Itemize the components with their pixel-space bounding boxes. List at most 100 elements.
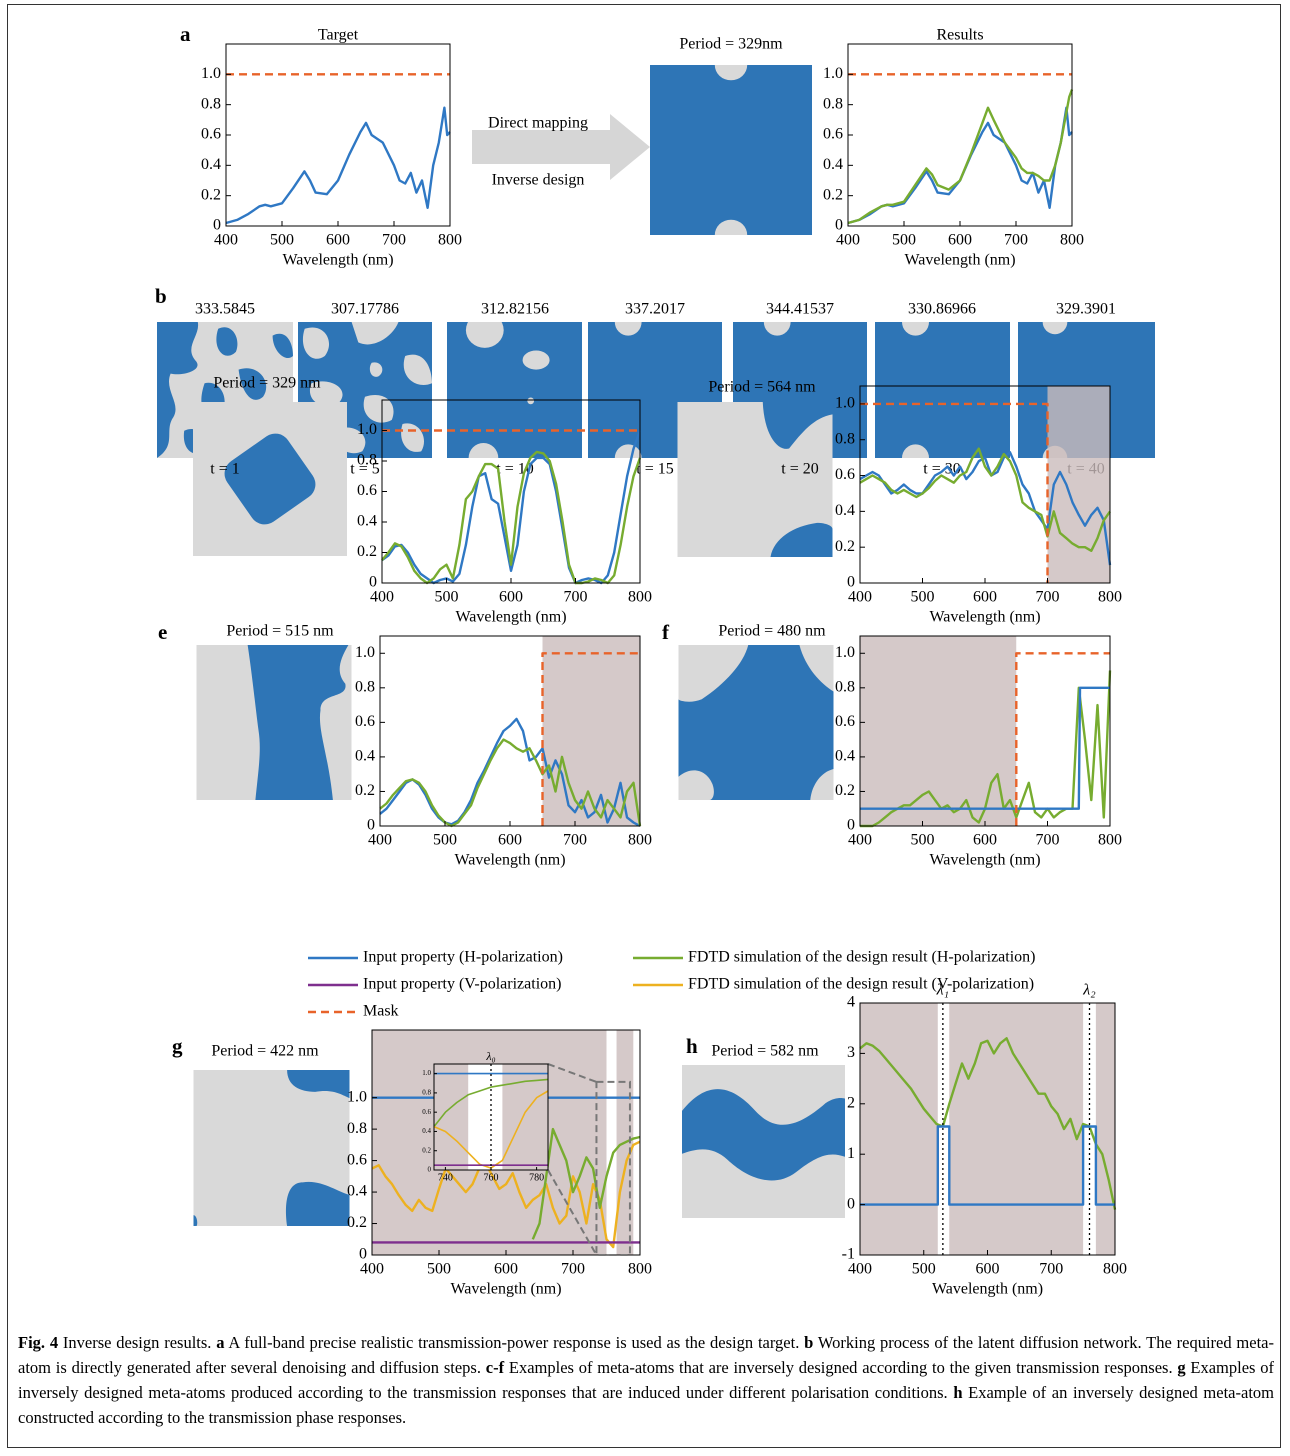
y-tick-label: 0.2 xyxy=(355,782,375,799)
y-tick-label: 0.6 xyxy=(347,1151,367,1168)
period-label: Period = 329nm xyxy=(679,36,783,53)
y-tick-label: 0.4 xyxy=(835,748,855,765)
x-tick-label: 700 xyxy=(563,832,587,849)
y-tick-label: 0.8 xyxy=(835,430,855,447)
x-tick-label: 600 xyxy=(498,832,522,849)
meta-atom xyxy=(679,645,834,800)
y-tick-label: 0.8 xyxy=(347,1120,367,1137)
x-tick-label: 400 xyxy=(848,1261,872,1278)
period-label: Period = 480 nm xyxy=(718,623,826,640)
y-tick-label: 1.0 xyxy=(355,644,375,661)
legend-label: Mask xyxy=(363,1003,399,1020)
x-tick-label: 800 xyxy=(1098,589,1122,606)
y-tick-label: 0.6 xyxy=(355,713,375,730)
x-axis-label: Wavelength (nm) xyxy=(455,609,566,626)
y-tick-label: 0.2 xyxy=(422,1146,431,1154)
x-axis-label: Wavelength (nm) xyxy=(932,1281,1043,1298)
y-tick-label: 0.2 xyxy=(823,186,843,203)
panel-label: a xyxy=(180,22,191,46)
y-tick-label: 0.4 xyxy=(422,1127,431,1135)
y-tick-label: 0.8 xyxy=(823,95,843,112)
caption-label: Fig. 4 xyxy=(18,1333,58,1352)
marker-label: λ₀ xyxy=(485,1049,495,1063)
x-tick-label: 600 xyxy=(499,589,523,606)
y-tick-label: 0.2 xyxy=(835,538,855,555)
panel-label: b xyxy=(155,284,167,308)
x-tick-label: 500 xyxy=(433,832,457,849)
y-tick-label: 0.2 xyxy=(347,1214,367,1231)
x-axis-label: Wavelength (nm) xyxy=(454,852,565,869)
arrow-label: Direct mapping xyxy=(488,115,588,132)
caption-text: Examples of meta-atoms that are inversel… xyxy=(504,1358,1177,1377)
caption-label: g xyxy=(1177,1358,1185,1377)
x-tick-label: 600 xyxy=(973,589,997,606)
caption-label: h xyxy=(953,1383,962,1402)
x-tick-label: 600 xyxy=(976,1261,1000,1278)
step-score: 307.17786 xyxy=(331,301,399,318)
y-tick-label: 0 xyxy=(847,1195,855,1212)
period-label: Period = 515 nm xyxy=(226,623,334,640)
masked-region xyxy=(860,1003,938,1255)
y-tick-label: 0 xyxy=(359,1246,367,1263)
step-score: 344.41537 xyxy=(766,301,834,318)
y-tick-label: 0.6 xyxy=(823,126,843,143)
x-tick-label: 600 xyxy=(973,832,997,849)
x-tick-label: 400 xyxy=(848,832,872,849)
meta-atom xyxy=(194,1070,350,1226)
meta-atom xyxy=(678,402,833,557)
y-tick-label: 0 xyxy=(847,574,855,591)
y-tick-label: 0.6 xyxy=(835,466,855,483)
figure: a b c d e f g h Direct mapping Inverse d… xyxy=(0,0,1290,1320)
chart-title: Results xyxy=(936,27,983,44)
chart-title: Target xyxy=(318,27,359,44)
x-tick-label: 400 xyxy=(360,1261,384,1278)
y-tick-label: -1 xyxy=(842,1246,855,1263)
x-tick-label: 700 xyxy=(1004,232,1028,249)
y-tick-label: 0.4 xyxy=(201,156,221,173)
step-score: 333.5845 xyxy=(195,301,255,318)
y-tick-label: 4 xyxy=(847,994,855,1011)
y-tick-label: 2 xyxy=(847,1094,855,1111)
legend-label: Input property (H-polarization) xyxy=(363,949,563,966)
step-label: t = 1 xyxy=(210,461,239,478)
x-axis-label: Wavelength (nm) xyxy=(450,1281,561,1298)
y-tick-label: 1 xyxy=(847,1145,855,1162)
y-tick-label: 0 xyxy=(369,574,377,591)
y-tick-label: 0.4 xyxy=(823,156,843,173)
x-tick-label: 700 xyxy=(1036,832,1060,849)
legend-label: FDTD simulation of the design result (H-… xyxy=(688,949,1035,966)
x-tick-label: 500 xyxy=(911,832,935,849)
y-tick-label: 1.0 xyxy=(835,395,855,412)
y-tick-label: 0 xyxy=(213,217,221,234)
y-tick-label: 0 xyxy=(835,217,843,234)
x-tick-label: 800 xyxy=(628,1261,652,1278)
x-tick-label: 800 xyxy=(628,589,652,606)
caption-text: A full-band precise realistic transmissi… xyxy=(224,1333,804,1352)
meta-atom xyxy=(682,1065,845,1218)
y-tick-label: 0.6 xyxy=(201,126,221,143)
panel-label: h xyxy=(686,1034,698,1058)
x-tick-label: 500 xyxy=(435,589,459,606)
y-tick-label: 1.0 xyxy=(357,421,377,438)
y-tick-label: 0 xyxy=(847,817,855,834)
legend-label: FDTD simulation of the design result (V-… xyxy=(688,976,1034,993)
period-label: Period = 564 nm xyxy=(708,379,816,396)
x-tick-label: 800 xyxy=(1103,1261,1127,1278)
masked-region xyxy=(434,1064,468,1170)
y-tick-label: 3 xyxy=(847,1044,855,1061)
y-tick-label: 0.2 xyxy=(357,543,377,560)
panel-label: e xyxy=(158,620,167,644)
series-line xyxy=(226,108,450,223)
y-tick-label: 0 xyxy=(367,817,375,834)
caption-label: b xyxy=(804,1333,813,1352)
y-tick-label: 0.4 xyxy=(355,748,375,765)
meta-atom xyxy=(197,645,352,800)
masked-region xyxy=(860,636,1016,826)
y-tick-label: 1.0 xyxy=(201,65,221,82)
x-axis-label: Wavelength (nm) xyxy=(904,252,1015,269)
masked-region xyxy=(1048,386,1111,583)
y-tick-label: 0.2 xyxy=(835,782,855,799)
x-tick-label: 600 xyxy=(494,1261,518,1278)
y-tick-label: 0.8 xyxy=(422,1089,431,1097)
meta-atom xyxy=(650,50,812,251)
